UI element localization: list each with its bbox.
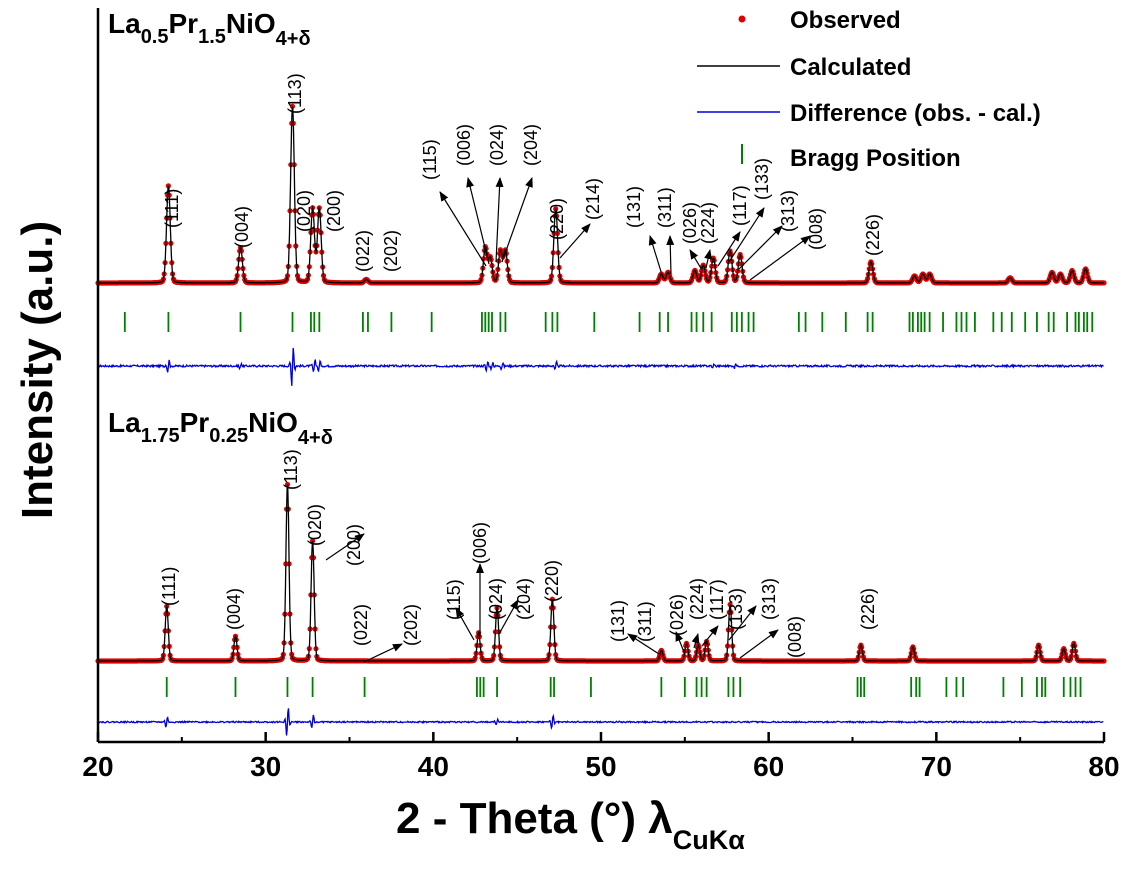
hkl-label: (117) <box>730 185 750 226</box>
annotation-arrow <box>325 533 365 561</box>
annotation-arrow <box>728 207 765 263</box>
x-tick-label: 50 <box>585 751 616 782</box>
hkl-label: (026) <box>667 594 687 636</box>
annotation-arrow <box>466 177 490 265</box>
hkl-label: (224) <box>698 202 718 244</box>
x-tick-label: 40 <box>418 751 449 782</box>
hkl-label: (313) <box>759 578 779 620</box>
calculated-series <box>98 106 1104 284</box>
hkl-label: (133) <box>726 588 746 630</box>
hkl-label: (115) <box>444 579 464 620</box>
hkl-label: (006) <box>470 522 490 564</box>
annotation-arrow <box>439 191 487 267</box>
annotation-arrows <box>325 177 811 663</box>
hkl-label: (131) <box>608 600 628 642</box>
hkl-label: (004) <box>232 206 252 248</box>
panel-2-composition: La1.75Pr0.25NiO4+δ <box>108 407 333 449</box>
panel-1-composition: La0.5Pr1.5NiO4+δ <box>108 8 311 50</box>
hkl-label: (117) <box>707 579 727 620</box>
annotation-arrow <box>728 605 757 641</box>
hkl-label: (024) <box>487 124 507 166</box>
hkl-label: (226) <box>858 588 878 630</box>
hkl-label: (111) <box>159 567 179 606</box>
hkl-label: (004) <box>224 588 244 630</box>
legend-observed-label: Observed <box>790 7 901 34</box>
hkl-label: (020) <box>305 504 325 546</box>
panel-1 <box>95 103 1107 386</box>
legend-difference-label: Difference (obs. - cal.) <box>790 100 1041 127</box>
annotation-arrow <box>675 631 685 653</box>
x-tick-label: 30 <box>250 751 281 782</box>
hkl-label: (026) <box>680 202 700 244</box>
hkl-label: (133) <box>752 158 772 200</box>
hkl-label: (226) <box>863 214 883 256</box>
hkl-label: (313) <box>778 190 798 232</box>
panel-1-hkl-annotations: (111) (004) (113) (020) (200) (022) (202… <box>162 73 883 272</box>
annotation-arrow <box>666 235 675 275</box>
calculated-series <box>98 484 1104 662</box>
hkl-label: (020) <box>294 190 314 232</box>
annotation-arrow <box>455 607 475 641</box>
hkl-label: (204) <box>521 124 541 166</box>
hkl-label: (220) <box>547 198 567 240</box>
hkl-label: (204) <box>514 578 534 620</box>
legend-observed-marker <box>738 15 746 23</box>
hkl-label: (311) <box>655 187 675 228</box>
hkl-label: (202) <box>381 230 401 272</box>
hkl-label: (131) <box>624 186 644 228</box>
x-tick-label: 80 <box>1088 751 1119 782</box>
hkl-label: (202) <box>401 604 421 646</box>
hkl-label: (006) <box>454 124 474 166</box>
annotation-arrow <box>717 231 741 267</box>
hkl-label: (214) <box>583 178 603 220</box>
annotation-arrow <box>363 643 403 663</box>
annotation-arrow <box>739 629 779 659</box>
observed-point <box>1101 280 1107 286</box>
annotation-arrow <box>559 223 591 259</box>
hkl-label: (008) <box>785 616 805 658</box>
annotation-arrow <box>648 235 664 279</box>
panel-2 <box>95 481 1107 736</box>
hkl-label: (022) <box>353 230 373 272</box>
x-axis-label: 2 - Theta (°) λCuKα <box>396 794 745 855</box>
difference-series <box>98 708 1104 736</box>
legend-bragg-label: Bragg Position <box>790 145 961 172</box>
hkl-label: (111) <box>162 189 182 228</box>
annotation-arrow <box>701 625 719 647</box>
annotation-arrow <box>704 249 712 269</box>
panel-2-hkl-annotations: (111) (004) (113) (020) (200) (022) (202… <box>159 449 878 658</box>
hkl-label: (200) <box>324 190 344 232</box>
annotation-arrow <box>691 633 700 649</box>
y-axis-label: Intensity (a.u.) <box>13 221 62 519</box>
hkl-label: (113) <box>285 73 305 114</box>
x-tick-label: 60 <box>753 751 784 782</box>
bragg-positions <box>123 312 1094 332</box>
annotation-arrow <box>627 633 660 655</box>
difference-series <box>97 347 1104 386</box>
annotation-arrow <box>501 177 533 263</box>
annotation-arrow <box>737 225 783 271</box>
hkl-label: (024) <box>486 578 506 620</box>
x-axis-label-main: 2 - Theta (°) λ <box>396 794 673 843</box>
observed-point <box>1101 658 1107 664</box>
hkl-label: (220) <box>542 560 562 602</box>
x-tick-label: 70 <box>921 751 952 782</box>
hkl-label: (008) <box>806 208 826 250</box>
hkl-label: (022) <box>351 604 371 646</box>
x-axis-label-sub: CuKα <box>673 825 745 855</box>
legend: Observed Calculated Difference (obs. - c… <box>697 7 1041 172</box>
bragg-positions <box>165 677 1082 697</box>
annotation-arrow <box>498 599 519 635</box>
legend-calculated-label: Calculated <box>790 54 911 81</box>
annotation-arrow <box>749 235 811 281</box>
hkl-label: (113) <box>281 449 301 490</box>
annotation-arrow <box>689 249 703 271</box>
x-tick-label: 20 <box>82 751 113 782</box>
annotation-arrow <box>495 177 504 263</box>
hkl-label: (224) <box>687 578 707 620</box>
hkl-label: (115) <box>420 139 440 180</box>
hkl-label: (311) <box>635 601 655 642</box>
